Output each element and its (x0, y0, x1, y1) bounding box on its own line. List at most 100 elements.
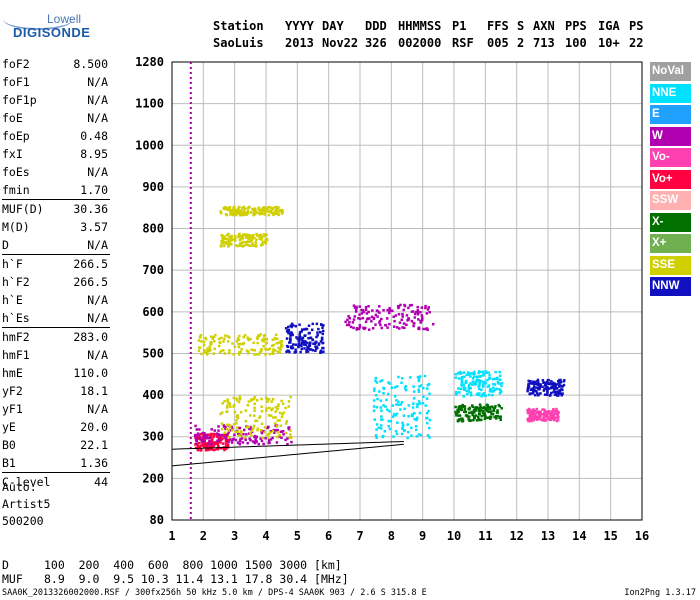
trace-point (316, 346, 319, 350)
trace-point (231, 213, 235, 217)
trace-point (280, 436, 283, 440)
trace-point (278, 209, 281, 212)
trace-point (195, 442, 198, 446)
trace-point (227, 232, 230, 236)
trace-point (228, 438, 232, 441)
trace-point (402, 414, 406, 417)
trace-point (246, 337, 250, 340)
trace-point (460, 384, 463, 387)
trace-point (364, 308, 368, 312)
trace-point (233, 433, 236, 437)
trace-point (406, 436, 409, 440)
trace-point (246, 233, 249, 237)
trace-point (555, 387, 558, 390)
trace-point (417, 318, 420, 321)
trace-point (226, 340, 230, 343)
trace-point (462, 395, 465, 398)
profile-curve-upper (171, 441, 404, 450)
trace-point (355, 327, 359, 330)
trace-point (546, 391, 549, 395)
trace-point (459, 404, 462, 408)
trace-point (298, 331, 302, 334)
trace-point (303, 343, 306, 346)
trace-point (272, 416, 275, 419)
trace-point (210, 341, 213, 344)
trace-point (469, 372, 473, 375)
trace-point (471, 413, 474, 417)
trace-point (277, 346, 280, 350)
trace-point (229, 405, 232, 408)
param-row: yE 20.0 (2, 418, 108, 436)
header-label: DAY (322, 19, 344, 33)
trace-point (474, 406, 478, 410)
trace-point (380, 415, 383, 418)
trace-point (304, 343, 308, 347)
trace-point (239, 438, 242, 441)
trace-point (226, 398, 229, 401)
trace-point (280, 415, 284, 419)
trace-point (211, 336, 214, 339)
trace-point (556, 379, 560, 383)
trace-point (348, 316, 351, 320)
trace-point (265, 407, 268, 410)
trace-point (420, 314, 424, 317)
trace-point (353, 306, 357, 309)
trace-point (234, 213, 238, 217)
x-tick-label: 6 (325, 529, 332, 543)
trace-point (237, 345, 241, 349)
trace-point (238, 351, 241, 354)
trace-point (372, 389, 376, 392)
trace-point (527, 419, 530, 422)
trace-point (256, 341, 259, 345)
trace-point (319, 323, 323, 326)
trace-point (375, 436, 378, 440)
trace-point (274, 416, 277, 419)
trace-point (471, 377, 475, 380)
trace-point (427, 306, 431, 309)
trace-point (249, 433, 253, 437)
trace-point (256, 336, 259, 339)
trace-point (380, 379, 384, 382)
auto-artist: Artist5 (2, 497, 51, 511)
trace-point (277, 341, 281, 344)
trace-point (227, 423, 231, 427)
trace-point (355, 305, 358, 309)
trace-point (549, 382, 553, 386)
trace-point (458, 391, 461, 394)
x-tick-label: 10 (447, 529, 461, 543)
header-value: 326 (365, 36, 387, 50)
trace-point (551, 383, 555, 386)
trace-point (491, 412, 495, 416)
trace-point (246, 352, 250, 355)
trace-point (395, 326, 399, 329)
trace-point (207, 448, 210, 452)
trace-point (282, 411, 285, 414)
trace-point (478, 381, 482, 384)
trace-point (462, 371, 466, 374)
trace-point (265, 397, 268, 401)
trace-point (227, 429, 230, 432)
trace-point (206, 436, 210, 440)
x-tick-label: 15 (603, 529, 617, 543)
trace-point (486, 406, 489, 410)
trace-point (392, 315, 395, 319)
param-row: foF2 8.500 (2, 55, 108, 73)
trace-point (210, 428, 213, 431)
trace-point (357, 317, 360, 320)
trace-point (222, 340, 225, 343)
trace-point (538, 417, 542, 421)
trace-point (559, 378, 562, 382)
trace-point (260, 410, 264, 413)
trace-point (541, 412, 544, 416)
trace-point (376, 310, 380, 313)
param-name: yE (2, 420, 16, 434)
param-value: N/A (87, 402, 108, 416)
trace-point (322, 324, 325, 327)
trace-point (297, 338, 301, 342)
trace-point (400, 381, 403, 385)
trace-point (238, 238, 242, 242)
param-name: B0 (2, 438, 16, 452)
param-row: hmF2 283.0 (2, 328, 108, 346)
trace-point (217, 439, 220, 443)
param-value: 1.36 (80, 456, 108, 470)
